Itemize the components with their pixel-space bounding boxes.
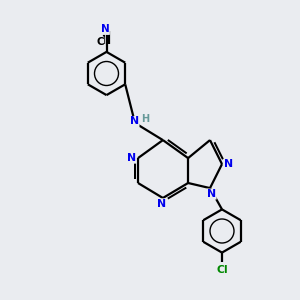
Text: N: N bbox=[100, 24, 109, 34]
Text: N: N bbox=[130, 116, 139, 127]
Text: N: N bbox=[207, 189, 216, 199]
Text: Cl: Cl bbox=[216, 265, 228, 275]
Text: N: N bbox=[157, 199, 166, 209]
Text: N: N bbox=[127, 153, 136, 163]
Text: C: C bbox=[96, 37, 104, 47]
Text: H: H bbox=[141, 114, 150, 124]
Text: N: N bbox=[224, 159, 233, 169]
